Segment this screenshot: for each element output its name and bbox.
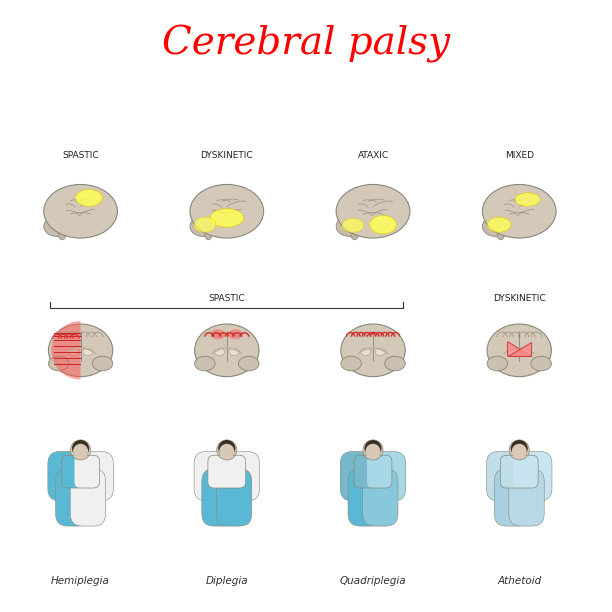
Circle shape — [512, 444, 527, 459]
Ellipse shape — [385, 356, 405, 371]
FancyBboxPatch shape — [354, 455, 379, 488]
Ellipse shape — [375, 348, 386, 356]
Ellipse shape — [43, 216, 70, 236]
FancyBboxPatch shape — [348, 469, 383, 526]
Ellipse shape — [497, 230, 504, 240]
Ellipse shape — [487, 356, 507, 371]
Ellipse shape — [190, 184, 264, 238]
FancyBboxPatch shape — [501, 455, 525, 488]
Ellipse shape — [214, 348, 225, 356]
FancyBboxPatch shape — [208, 455, 233, 488]
Text: Diplegia: Diplegia — [206, 577, 248, 586]
Text: ATAXIC: ATAXIC — [357, 151, 389, 160]
Circle shape — [365, 440, 381, 457]
Ellipse shape — [195, 324, 259, 376]
Text: MIXED: MIXED — [505, 151, 534, 160]
Text: SPASTIC: SPASTIC — [62, 151, 99, 160]
Wedge shape — [51, 321, 81, 379]
Polygon shape — [507, 341, 531, 356]
Text: DYSKINETIC: DYSKINETIC — [201, 151, 253, 160]
Circle shape — [365, 444, 381, 459]
Ellipse shape — [48, 356, 69, 371]
Ellipse shape — [48, 324, 113, 376]
FancyBboxPatch shape — [217, 469, 252, 526]
Ellipse shape — [482, 184, 556, 238]
Ellipse shape — [239, 356, 259, 371]
FancyBboxPatch shape — [48, 452, 80, 501]
FancyBboxPatch shape — [369, 453, 377, 463]
FancyBboxPatch shape — [373, 452, 406, 501]
Circle shape — [509, 440, 529, 460]
FancyBboxPatch shape — [81, 452, 113, 501]
FancyBboxPatch shape — [515, 453, 523, 463]
FancyBboxPatch shape — [487, 452, 519, 501]
Ellipse shape — [229, 348, 239, 356]
FancyBboxPatch shape — [509, 469, 544, 526]
Ellipse shape — [487, 324, 551, 376]
FancyBboxPatch shape — [223, 453, 231, 463]
Ellipse shape — [507, 348, 517, 356]
Ellipse shape — [336, 216, 363, 236]
Ellipse shape — [351, 230, 358, 240]
Circle shape — [510, 440, 528, 457]
Ellipse shape — [195, 356, 215, 371]
Circle shape — [217, 440, 237, 460]
Text: DYSKINETIC: DYSKINETIC — [493, 294, 545, 303]
Ellipse shape — [59, 230, 66, 240]
FancyBboxPatch shape — [56, 469, 91, 526]
FancyBboxPatch shape — [367, 455, 392, 488]
Ellipse shape — [342, 218, 364, 233]
FancyBboxPatch shape — [194, 452, 226, 501]
FancyBboxPatch shape — [221, 455, 245, 488]
Ellipse shape — [341, 324, 405, 376]
Ellipse shape — [336, 184, 410, 238]
FancyBboxPatch shape — [363, 469, 398, 526]
Ellipse shape — [211, 329, 225, 340]
Ellipse shape — [210, 209, 244, 227]
Text: Cerebral palsy: Cerebral palsy — [162, 25, 450, 63]
Ellipse shape — [92, 356, 113, 371]
FancyBboxPatch shape — [76, 453, 84, 463]
Ellipse shape — [531, 356, 551, 371]
Ellipse shape — [482, 216, 509, 236]
Ellipse shape — [83, 348, 93, 356]
Ellipse shape — [75, 190, 102, 206]
Circle shape — [218, 440, 236, 457]
Circle shape — [73, 444, 88, 459]
Circle shape — [72, 440, 89, 457]
Ellipse shape — [341, 356, 361, 371]
Circle shape — [219, 444, 234, 459]
Ellipse shape — [43, 184, 118, 238]
Circle shape — [70, 440, 91, 460]
Polygon shape — [507, 341, 531, 356]
FancyBboxPatch shape — [513, 455, 538, 488]
Text: SPASTIC: SPASTIC — [209, 294, 245, 303]
Ellipse shape — [68, 348, 78, 356]
Ellipse shape — [204, 230, 212, 240]
FancyBboxPatch shape — [227, 452, 259, 501]
Ellipse shape — [194, 217, 216, 232]
Ellipse shape — [515, 193, 540, 206]
FancyBboxPatch shape — [202, 469, 237, 526]
FancyBboxPatch shape — [75, 455, 100, 488]
Ellipse shape — [190, 216, 217, 236]
FancyBboxPatch shape — [70, 469, 105, 526]
Text: Quadriplegia: Quadriplegia — [340, 577, 406, 586]
Circle shape — [363, 440, 383, 460]
Ellipse shape — [487, 217, 511, 232]
FancyBboxPatch shape — [62, 455, 87, 488]
FancyBboxPatch shape — [340, 452, 373, 501]
Ellipse shape — [228, 329, 243, 340]
FancyBboxPatch shape — [520, 452, 552, 501]
Text: Athetoid: Athetoid — [497, 577, 542, 586]
Ellipse shape — [360, 348, 371, 356]
Text: Hemiplegia: Hemiplegia — [51, 577, 110, 586]
Ellipse shape — [370, 215, 397, 234]
FancyBboxPatch shape — [494, 469, 529, 526]
Ellipse shape — [521, 348, 532, 356]
